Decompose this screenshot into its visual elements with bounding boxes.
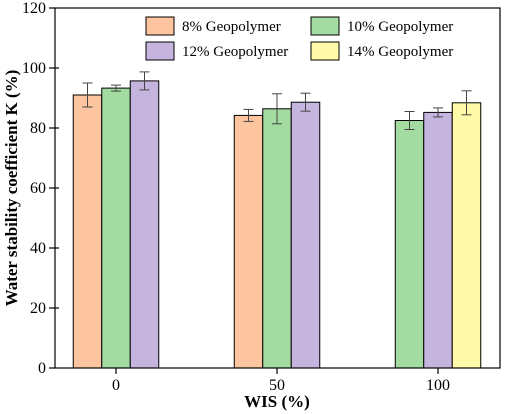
bar — [394, 120, 425, 369]
y-tick-label: 120 — [22, 0, 46, 17]
x-tick-label: 0 — [112, 377, 120, 394]
bar — [129, 80, 160, 369]
y-tick-label: 40 — [30, 240, 46, 257]
x-axis-title: WIS (%) — [244, 392, 310, 411]
legend-label: 12% Geopolymer — [182, 44, 288, 60]
bar — [72, 94, 103, 369]
legend-swatch — [310, 16, 340, 36]
error-bars-layer — [82, 71, 472, 130]
bar — [101, 87, 131, 369]
y-tick-label: 60 — [30, 180, 46, 197]
y-tick-label: 20 — [30, 300, 46, 317]
bar — [262, 108, 292, 369]
bar — [423, 111, 453, 369]
legend-label: 14% Geopolymer — [347, 44, 453, 60]
bar — [290, 101, 321, 369]
x-tick-label: 100 — [426, 377, 450, 394]
legend-swatch — [145, 41, 175, 61]
y-tick-label: 100 — [22, 60, 46, 77]
legend-label: 8% Geopolymer — [182, 19, 281, 35]
legend-swatch — [310, 41, 340, 61]
y-tick-label: 0 — [38, 360, 46, 377]
x-tick-label: 50 — [269, 377, 285, 394]
bar — [451, 102, 482, 369]
legend-label: 10% Geopolymer — [347, 19, 453, 35]
legend-swatch — [145, 16, 175, 36]
y-axis-title: Water stability coefficient K (%) — [2, 70, 21, 307]
legend: 8% Geopolymer 10% Geopolymer 12% Geopolyme… — [145, 16, 453, 61]
bar — [233, 114, 264, 369]
y-tick-label: 80 — [30, 120, 46, 137]
y-ticks: 0 20 40 60 80 100 120 — [22, 0, 59, 377]
x-ticks: 0 50 100 — [112, 368, 450, 394]
